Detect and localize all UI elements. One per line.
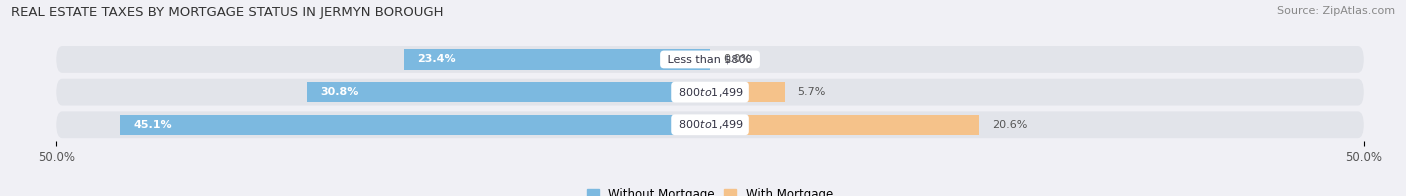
Bar [710, 82, 785, 102]
Bar [710, 115, 980, 135]
Text: 23.4%: 23.4% [418, 54, 456, 64]
Text: 0.0%: 0.0% [723, 54, 751, 64]
Text: REAL ESTATE TAXES BY MORTGAGE STATUS IN JERMYN BOROUGH: REAL ESTATE TAXES BY MORTGAGE STATUS IN … [11, 6, 444, 19]
Legend: Without Mortgage, With Mortgage: Without Mortgage, With Mortgage [582, 183, 838, 196]
Text: $800 to $1,499: $800 to $1,499 [675, 118, 745, 131]
FancyBboxPatch shape [56, 79, 1364, 105]
Text: Less than $800: Less than $800 [664, 54, 756, 64]
Text: 5.7%: 5.7% [797, 87, 825, 97]
Bar [404, 49, 710, 70]
Text: 20.6%: 20.6% [993, 120, 1028, 130]
Text: 45.1%: 45.1% [134, 120, 172, 130]
Bar [121, 115, 710, 135]
Bar [308, 82, 710, 102]
Text: 30.8%: 30.8% [321, 87, 359, 97]
FancyBboxPatch shape [56, 46, 1364, 73]
Text: Source: ZipAtlas.com: Source: ZipAtlas.com [1277, 6, 1395, 16]
FancyBboxPatch shape [56, 111, 1364, 138]
Text: $800 to $1,499: $800 to $1,499 [675, 86, 745, 99]
